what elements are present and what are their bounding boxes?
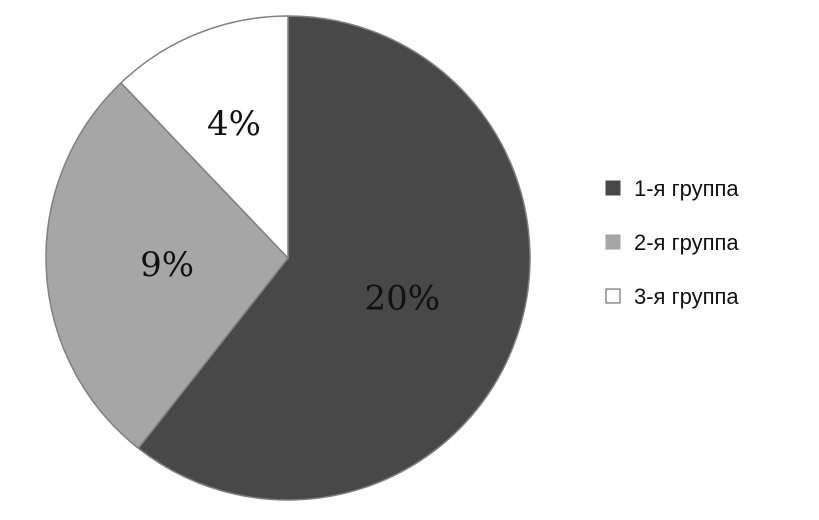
legend-swatch-2 [605, 234, 621, 250]
legend-label-2: 2-я группа [634, 230, 739, 255]
legend-label-1: 1-я группа [634, 176, 739, 201]
slice-data-label: 9% [140, 245, 194, 285]
legend-swatch-3 [605, 288, 621, 304]
pie-slice-1 [137, 15, 531, 501]
legend-label-3: 3-я группа [634, 284, 739, 309]
legend-swatch-1 [605, 180, 621, 196]
slice-data-label: 20% [365, 279, 441, 319]
pie-slice-3 [119, 15, 289, 260]
pie-slice-2 [45, 81, 289, 450]
slice-data-label: 4% [207, 104, 261, 144]
